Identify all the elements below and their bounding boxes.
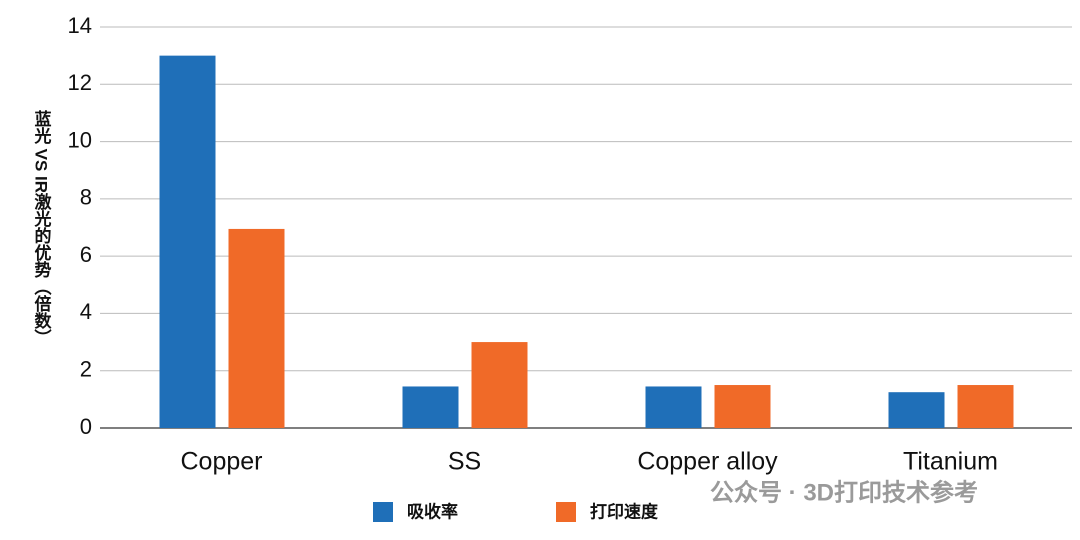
y-tick-label: 0 [80,414,92,439]
x-tick-label: SS [448,448,481,476]
x-tick-label: Copper [181,448,263,476]
bar [471,342,528,428]
y-tick-label: 4 [80,299,92,324]
legend-swatch [373,502,393,522]
x-tick-label: Copper alloy [637,448,778,476]
bar [888,392,945,428]
bar [645,386,702,428]
y-tick-label: 12 [68,70,92,95]
x-tick-label: Titanium [903,448,998,476]
bar [714,385,771,428]
bar [228,228,285,428]
y-tick-label: 14 [68,13,92,38]
legend-label: 打印速度 [590,501,659,521]
legend-label: 吸收率 [407,501,458,521]
legend-swatch [556,502,576,522]
y-tick-label: 8 [80,185,92,210]
y-tick-label: 2 [80,357,92,382]
y-tick-label: 10 [68,127,92,152]
bar [957,385,1014,428]
bar [159,55,216,429]
y-axis-label: 蓝光 VS IR激光的优势（倍数） [32,110,53,346]
y-tick-label: 6 [80,242,92,267]
watermark: 公众号 · 3D打印技术参考 [710,478,978,506]
bar [402,386,459,428]
